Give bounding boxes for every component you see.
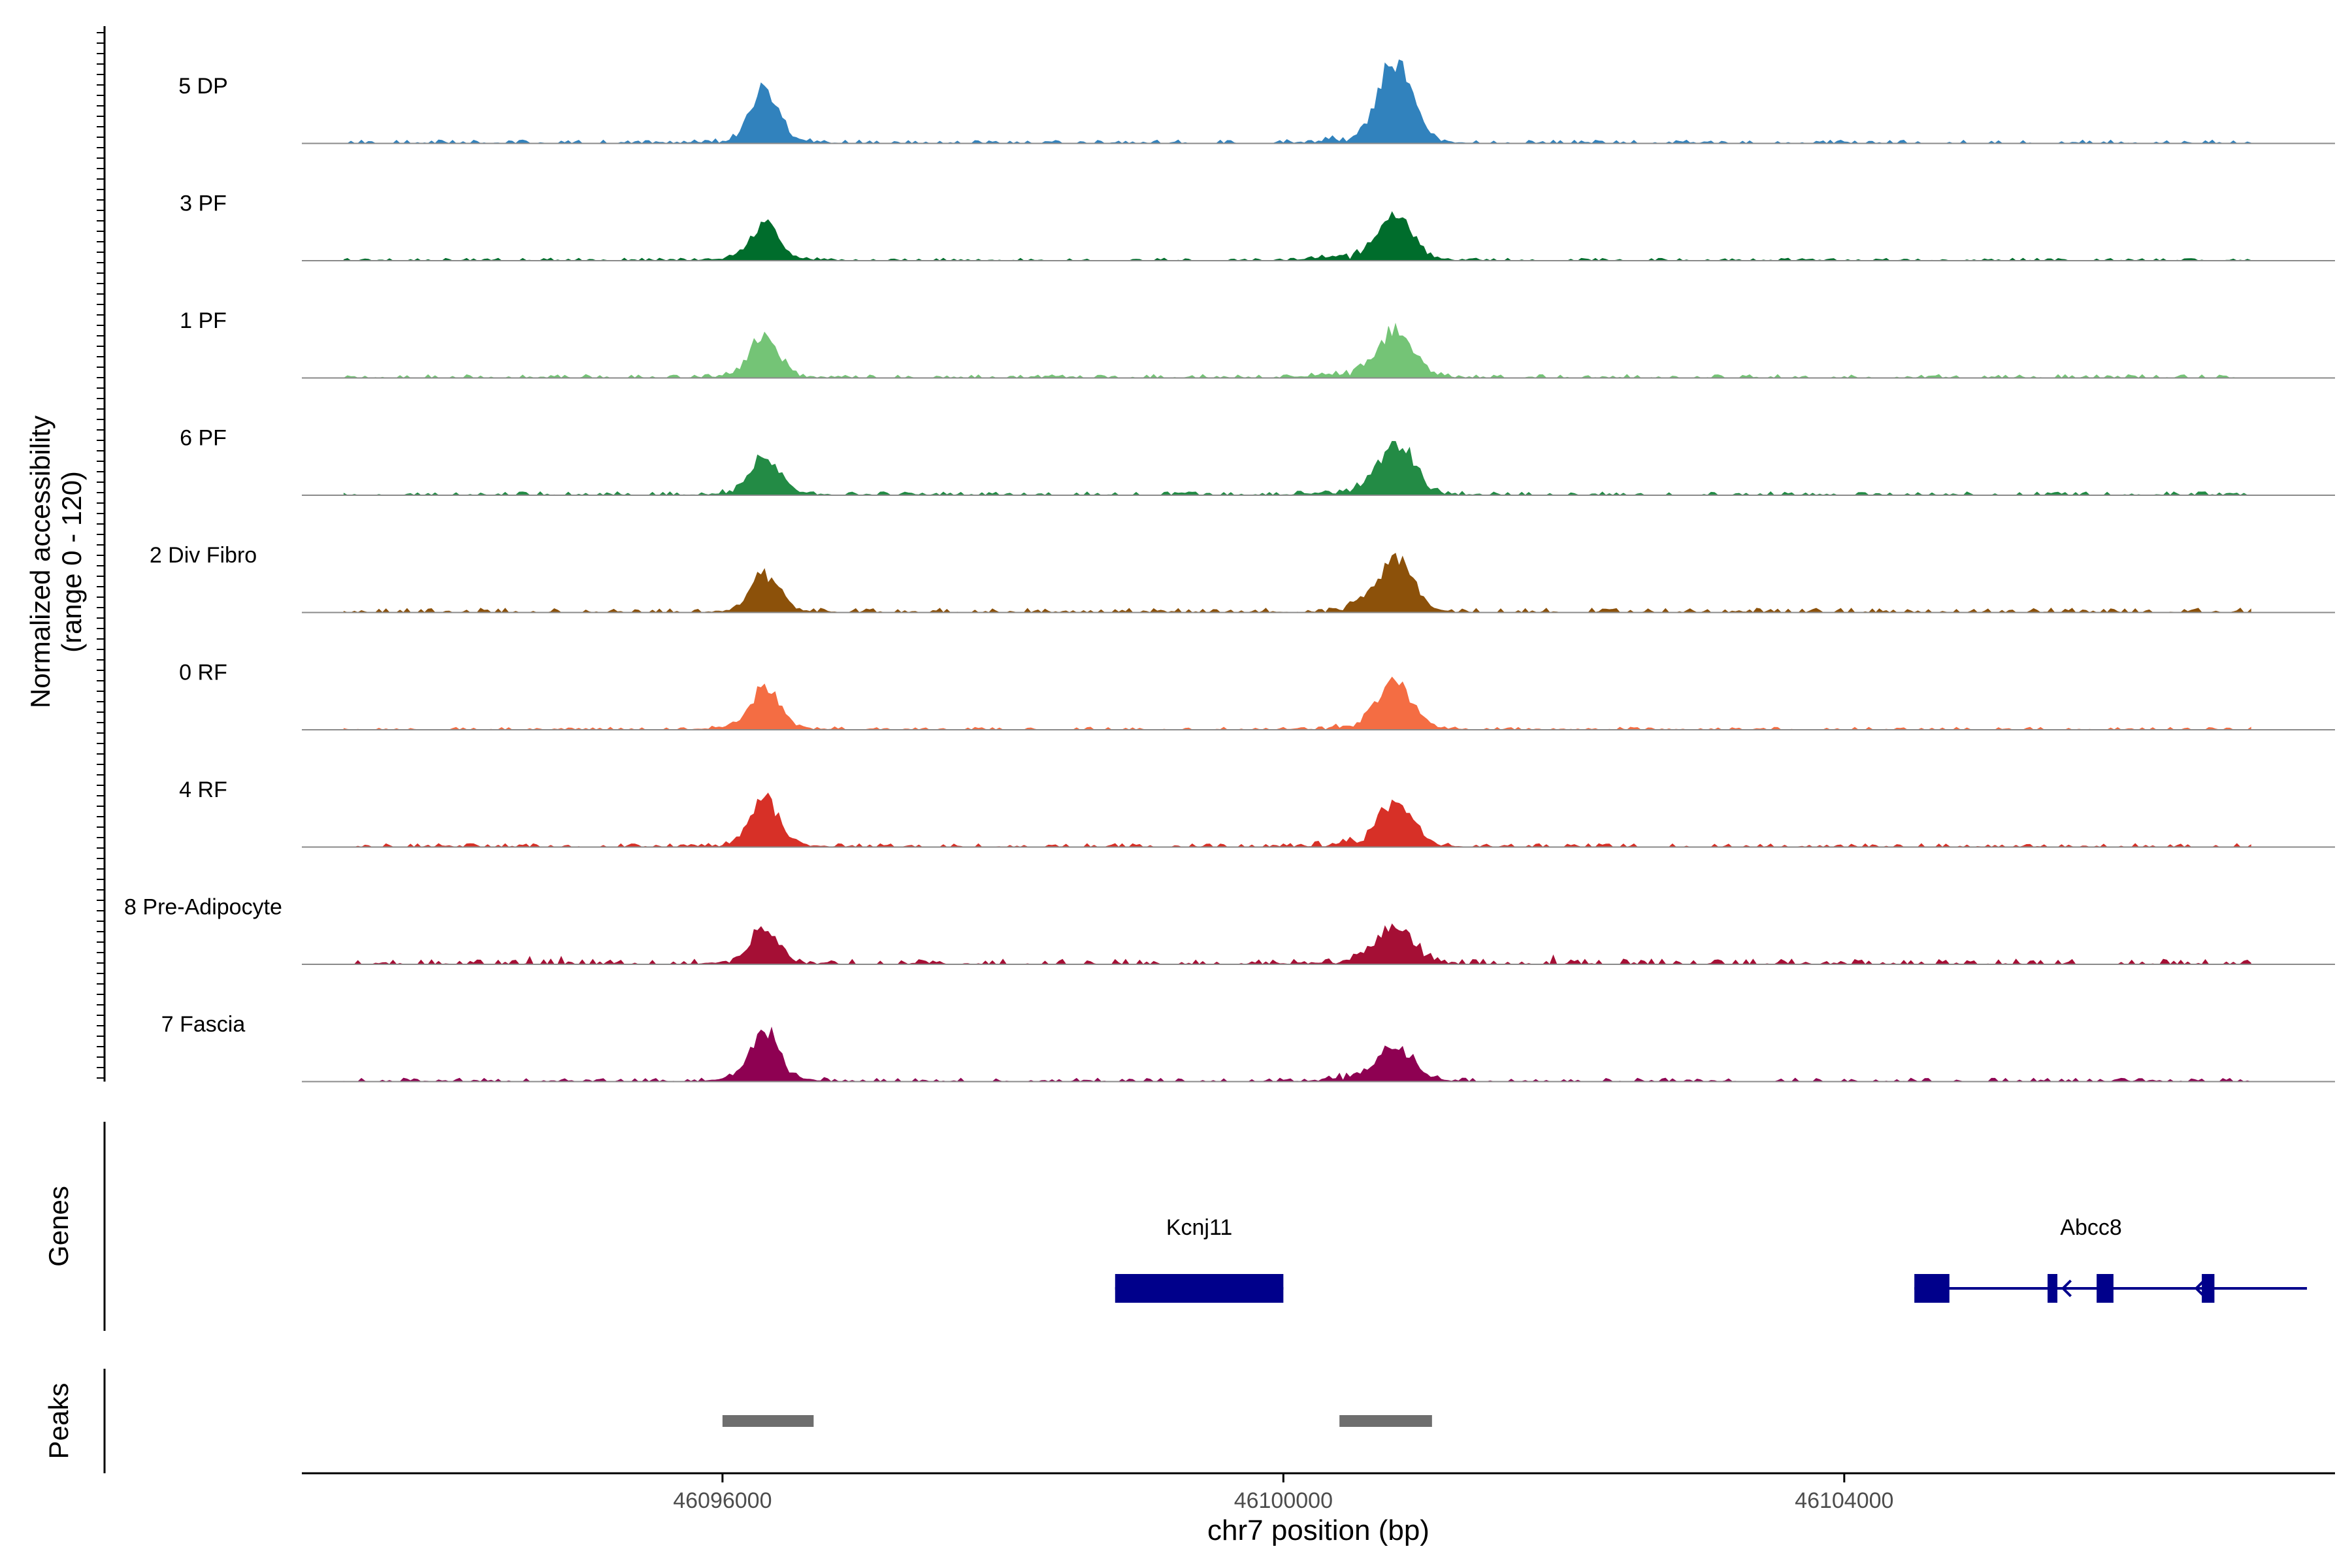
track-4-rf: 4 RF [179,777,2335,848]
genes-track-label: Genes [43,1186,74,1267]
gene-exon [1914,1274,1950,1303]
coverage-area [343,1026,2251,1083]
track-2-div-fibro: 2 Div Fibro [150,543,2335,613]
gene-exon [2202,1274,2215,1303]
coverage-y-axis [97,26,106,1082]
track-6-pf: 6 PF [180,426,2335,496]
track-label: 3 PF [180,191,227,216]
track-label: 8 Pre-Adipocyte [124,895,282,920]
coverage-area [343,553,2251,613]
gene-abcc8: Abcc8 [1914,1215,2308,1303]
peak-region [722,1415,814,1427]
coverage-area [344,59,2251,144]
gene-kcnj11: Kcnj11 [1115,1215,1284,1303]
y-axis-range-label: (range 0 - 120) [56,471,87,653]
coverage-area [344,792,2251,848]
coverage-area [342,322,2251,379]
track-label: 6 PF [180,426,227,451]
track-label: 7 Fascia [161,1012,246,1037]
x-tick-label: 46096000 [673,1488,772,1513]
track-0-rf: 0 RF [179,661,2335,730]
x-axis-ticks: 46096000 46100000 46104000 [673,1473,1893,1513]
track-8-pre-adipocyte: 8 Pre-Adipocyte [124,895,2335,965]
gene-name: Abcc8 [2060,1215,2122,1240]
strand-arrow [2194,1279,2205,1298]
track-label: 4 RF [179,777,227,802]
track-1-pf: 1 PF [180,308,2335,379]
track-3-pf: 3 PF [180,191,2335,261]
track-5-dp: 5 DP [178,59,2335,144]
gene-exon [2048,1274,2058,1303]
track-label: 1 PF [180,308,227,333]
track-label: 0 RF [179,661,227,685]
strand-arrow [2061,1279,2072,1298]
peaks-track [722,1415,1432,1427]
coverage-tracks: 5 DP 3 PF 1 PF 6 PF 2 Div Fibro 0 RF 4 RF 8 Pre… [124,59,2335,1083]
gene-exon [2097,1274,2114,1303]
track-label: 2 Div Fibro [150,543,257,568]
coverage-area [343,211,2251,261]
genes-track: Kcnj11 Abcc8 [1115,1215,2308,1303]
gene-name: Kcnj11 [1166,1215,1232,1240]
x-axis-label: chr7 position (bp) [1207,1514,1429,1546]
y-axis-label: Normalized accessibility [25,416,56,708]
peaks-track-label: Peaks [43,1383,74,1460]
track-7-fascia: 7 Fascia [161,1012,2335,1083]
gene-exon [1115,1274,1284,1303]
x-tick-label: 46100000 [1234,1488,1333,1513]
coverage-area [343,676,2251,730]
coverage-area [343,440,2251,496]
x-tick-label: 46104000 [1795,1488,1893,1513]
track-label: 5 DP [178,74,228,99]
peak-region [1339,1415,1432,1427]
coverage-area [344,923,2251,965]
